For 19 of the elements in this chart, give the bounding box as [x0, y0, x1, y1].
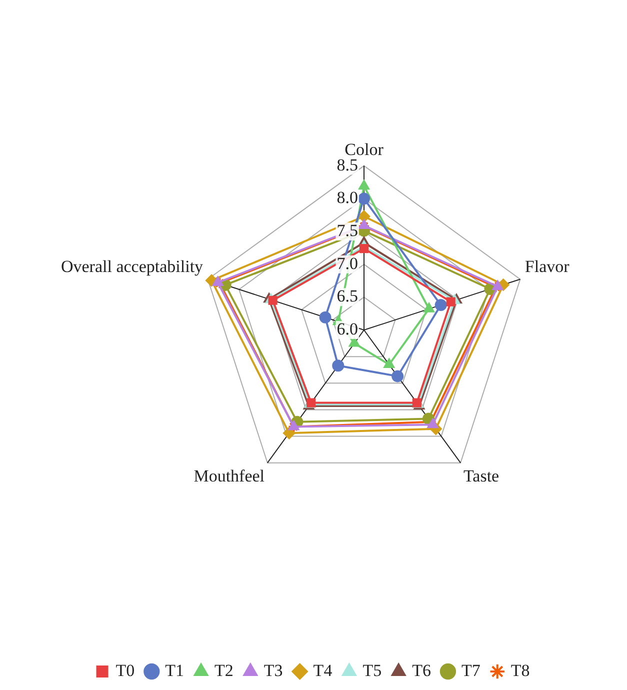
y-tick-label: 6.0 [336, 319, 358, 338]
legend-label: T1 [165, 660, 184, 680]
spoke-label: Taste [463, 466, 500, 486]
spoke-label: Flavor [524, 256, 570, 276]
spoke-label: Overall acceptability [60, 256, 204, 276]
y-tick-label: 6.5 [336, 286, 358, 306]
legend-label: T8 [510, 660, 530, 680]
y-tick-label: 7.0 [336, 254, 358, 273]
legend-label: T4 [313, 660, 333, 680]
y-tick-label: 7.5 [336, 220, 358, 240]
legend-label: T3 [264, 660, 283, 680]
legend-label: T2 [214, 660, 234, 680]
legend-label: T7 [461, 660, 481, 680]
y-tick-label: 8.5 [336, 155, 358, 174]
y-tick-label: 8.0 [336, 188, 358, 208]
legend-label: T5 [362, 660, 382, 680]
legend-label: T0 [116, 660, 135, 680]
legend-label: T6 [412, 660, 431, 680]
spoke-label: Mouthfeel [194, 466, 265, 486]
